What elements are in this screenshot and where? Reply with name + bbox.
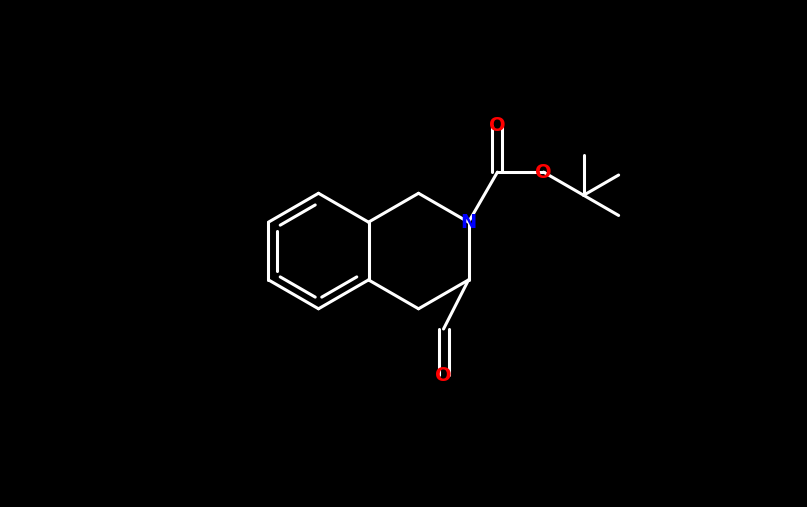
Text: O: O [435, 366, 452, 385]
Text: N: N [461, 212, 477, 232]
Text: O: O [535, 163, 552, 182]
Text: O: O [489, 117, 506, 135]
